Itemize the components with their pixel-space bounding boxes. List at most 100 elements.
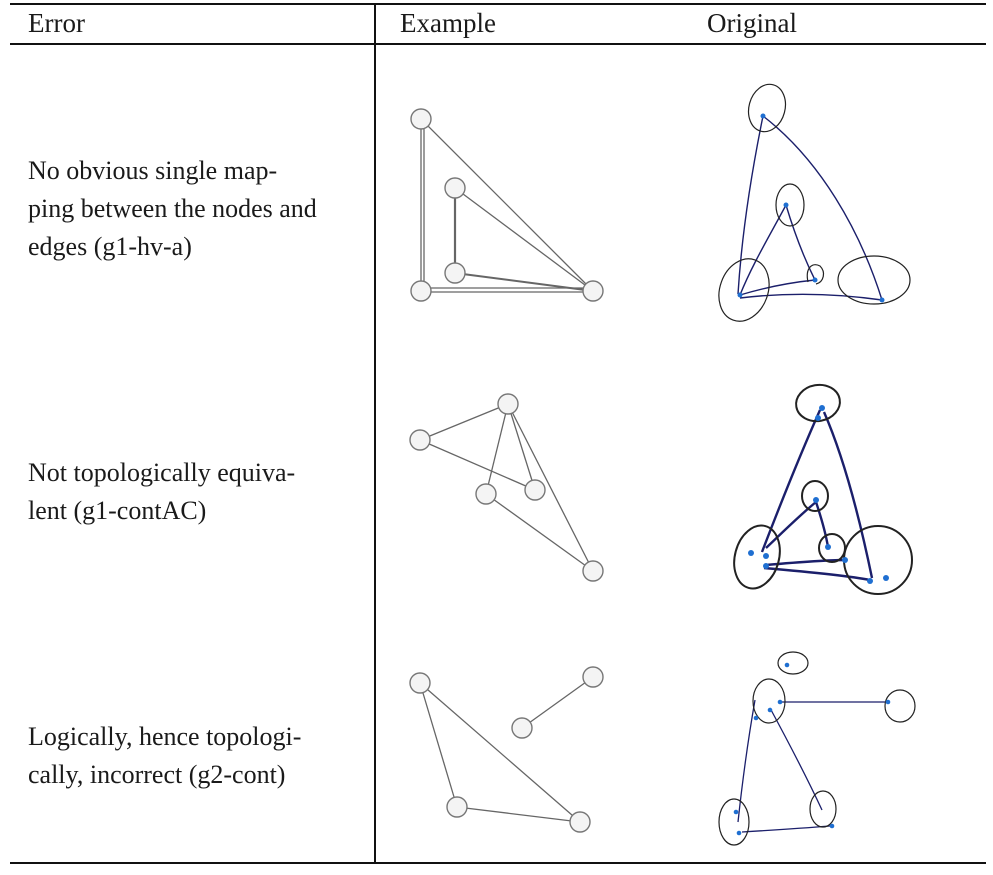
- sketch-edge: [739, 204, 787, 296]
- example-node: [582, 560, 604, 582]
- row-1-error-line-2: ping between the nodes and: [28, 194, 317, 223]
- example-edge: [454, 187, 594, 292]
- example-edge: [485, 403, 509, 495]
- example-node: [582, 280, 604, 302]
- sketch-edge: [769, 707, 823, 811]
- sketch-dot: [825, 544, 831, 550]
- table-bottom-rule: [10, 862, 986, 864]
- example-node: [410, 280, 432, 302]
- row-1-error-line-1: No obvious single map-: [28, 156, 278, 185]
- example-edge: [419, 403, 509, 441]
- sketch-edge: [763, 566, 871, 582]
- sketch-dot: [813, 497, 819, 503]
- sketch-dot: [763, 553, 769, 559]
- example-edge: [419, 682, 458, 808]
- sketch-dot: [748, 550, 754, 556]
- example-node: [410, 108, 432, 130]
- sketch-node-ellipse: [837, 255, 911, 305]
- row-3-error-line-2: cally, incorrect (g2-cont): [28, 760, 286, 789]
- example-node: [524, 479, 546, 501]
- example-node: [475, 483, 497, 505]
- example-node: [446, 796, 468, 818]
- sketch-edge: [737, 115, 764, 295]
- sketch-edge: [765, 501, 817, 549]
- example-node: [511, 717, 533, 739]
- sketch-dot: [753, 715, 759, 721]
- sketch-node-ellipse: [801, 480, 829, 512]
- row-3-error-text: Logically, hence topologi- cally, incorr…: [28, 718, 353, 794]
- sketch-node-ellipse: [718, 258, 770, 322]
- header-original: Original: [707, 8, 797, 38]
- example-edge: [420, 118, 594, 292]
- sketch-edge: [762, 115, 883, 301]
- sketch-node-ellipse: [733, 524, 781, 590]
- row-2-error-line-2: lent (g1-contAC): [28, 496, 207, 525]
- table-header-rule: [10, 43, 986, 45]
- sketch-node-ellipse: [747, 83, 787, 133]
- sketch-node-ellipse: [806, 264, 825, 285]
- row-1-error-text: No obvious single map- ping between the …: [28, 152, 353, 266]
- sketch-dot: [763, 563, 769, 569]
- table-column-divider: [374, 4, 376, 863]
- sketch-dot: [815, 415, 821, 421]
- example-node: [444, 177, 466, 199]
- sketch-dot: [829, 823, 835, 829]
- sketch-dot: [760, 113, 766, 119]
- sketch-edge: [739, 293, 883, 301]
- sketch-node-ellipse: [884, 689, 916, 723]
- example-graph-row-1: [420, 118, 594, 293]
- sketch-edge: [822, 411, 874, 579]
- sketch-dot: [885, 699, 891, 705]
- sketch-dot: [842, 557, 848, 563]
- sketch-node-ellipse: [752, 678, 786, 724]
- sketch-node-ellipse: [818, 533, 846, 563]
- sketch-dot: [784, 662, 790, 668]
- sketch-dot: [883, 575, 889, 581]
- sketch-node-ellipse: [795, 383, 841, 423]
- example-graph-row-3: [419, 676, 594, 823]
- sketch-edge: [737, 699, 756, 823]
- example-node: [444, 262, 466, 284]
- row-1-error-line-3: edges (g1-hv-a): [28, 232, 192, 261]
- sketch-node-ellipse: [809, 790, 837, 828]
- header-error: Error: [28, 8, 85, 38]
- sketch-node-ellipse: [843, 525, 913, 595]
- sketch-node-ellipse: [775, 183, 805, 227]
- sketch-dot: [819, 405, 825, 411]
- original-sketch-row-3: [718, 651, 916, 846]
- row-3-error-line-1: Logically, hence topologi-: [28, 722, 302, 751]
- example-edge: [507, 403, 536, 491]
- sketch-edge: [765, 558, 846, 567]
- sketch-node-ellipse: [718, 798, 750, 846]
- table-top-rule: [10, 3, 986, 5]
- sketch-dot: [783, 202, 789, 208]
- original-sketch-row-2: [733, 383, 913, 595]
- row-2-error-line-1: Not topologically equiva-: [28, 458, 296, 487]
- header-example: Example: [400, 8, 496, 38]
- example-edge: [419, 682, 581, 823]
- sketch-edge: [741, 825, 831, 833]
- sketch-dot: [777, 699, 783, 705]
- sketch-dot: [737, 292, 743, 298]
- example-node: [569, 811, 591, 833]
- sketch-dot: [733, 809, 739, 815]
- sketch-dot: [767, 707, 773, 713]
- sketch-node-ellipse: [777, 651, 809, 675]
- example-node: [497, 393, 519, 415]
- example-node: [409, 429, 431, 451]
- example-node: [582, 666, 604, 688]
- example-graph-row-2: [419, 403, 594, 572]
- sketch-dot: [736, 830, 742, 836]
- sketch-edge: [739, 279, 816, 296]
- example-edge: [507, 403, 594, 572]
- original-sketch-row-1: [718, 83, 911, 322]
- sketch-edge: [760, 409, 822, 553]
- sketch-dot: [867, 578, 873, 584]
- sketch-edge: [785, 204, 816, 281]
- sketch-edge: [814, 501, 830, 548]
- example-edge: [456, 806, 581, 823]
- sketch-dot: [812, 277, 818, 283]
